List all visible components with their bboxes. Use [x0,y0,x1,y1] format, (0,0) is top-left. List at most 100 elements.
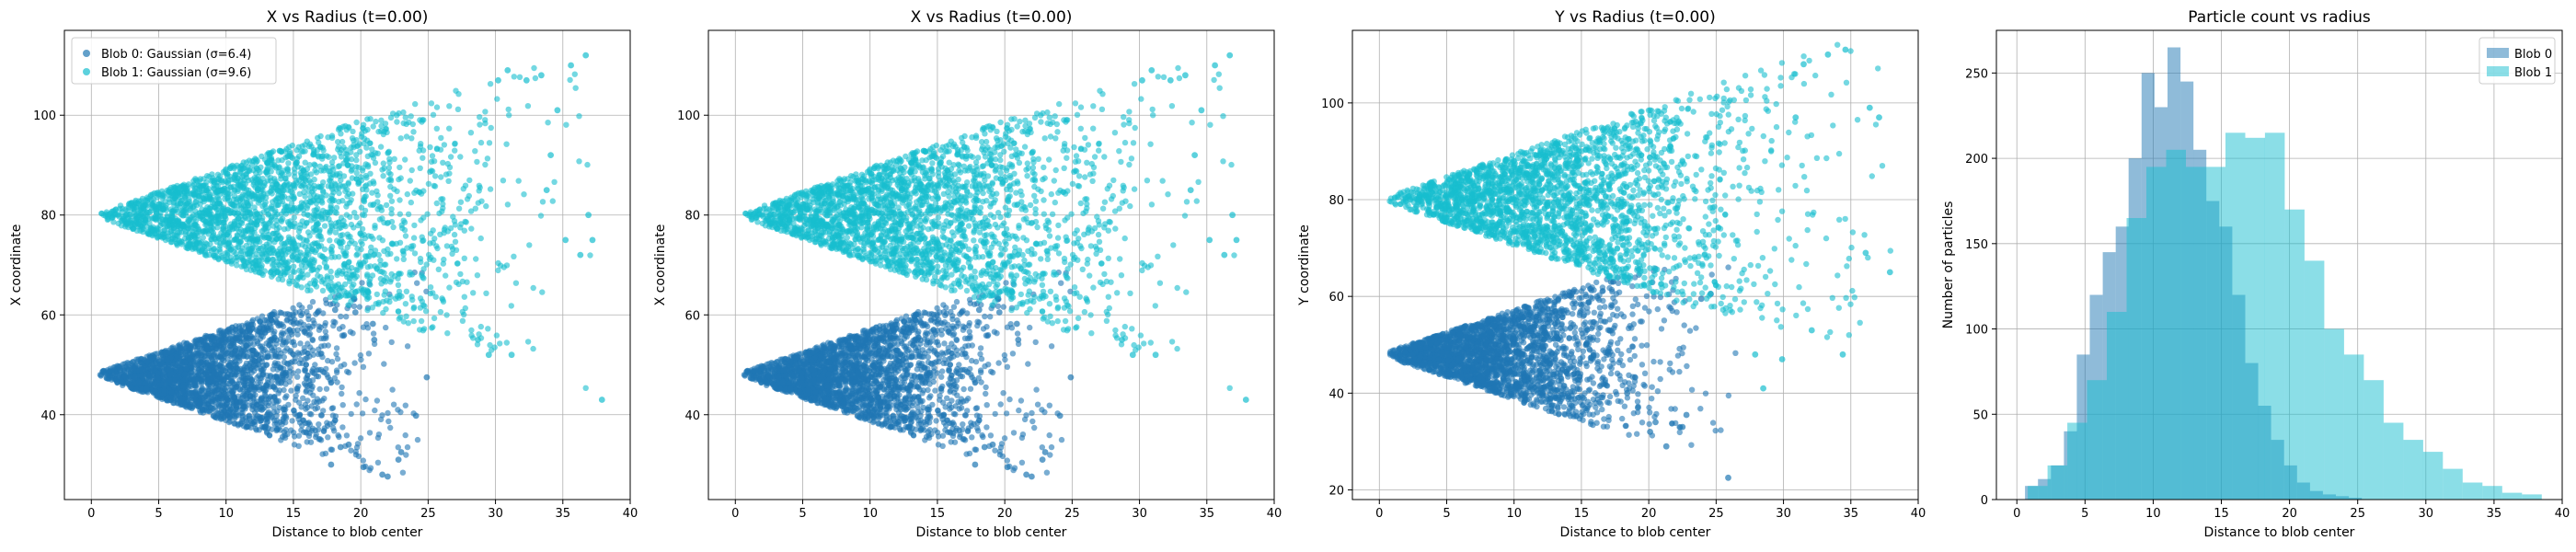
scatter-point [242,399,248,406]
scatter-point [305,212,311,218]
scatter-point [392,295,399,302]
scatter-point [367,282,374,288]
scatter-point [141,206,147,213]
scatter-point [248,318,256,325]
scatter-point [325,374,331,381]
scatter-point [124,221,131,227]
scatter-point [359,410,366,417]
scatter-point [291,269,298,275]
scatter-point [341,183,349,190]
scatter-point [336,433,342,441]
scatter-point [191,382,198,388]
scatter-point [234,334,241,341]
scatter-point [228,341,235,349]
scatter-point [228,260,236,267]
scatter-point [322,319,328,327]
scatter-point [308,411,315,418]
scatter-point [302,367,308,374]
scatter-point [515,178,522,184]
scatter-point [285,171,292,178]
scatter-point [305,350,311,357]
scatter-point [374,265,380,271]
scatter-point [216,246,223,252]
scatter-point [333,210,339,216]
scatter-point [257,168,263,176]
scatter-point [397,211,403,217]
scatter-point [416,147,422,154]
scatter-point [309,298,316,305]
y-tick-label: 40 [40,409,56,423]
scatter-point [155,394,161,400]
scatter-point [304,383,311,390]
scatter-point [268,338,274,344]
scatter-point [268,203,275,210]
scatter-point [477,323,484,330]
scatter-point [222,178,229,184]
scatter-point [266,431,272,439]
scatter-point [399,247,406,254]
scatter-point [268,345,275,351]
scatter-point [317,412,325,419]
scatter-point [183,348,190,355]
scatter-point [333,171,340,178]
scatter-point [243,332,249,339]
scatter-point [317,193,324,201]
scatter-point [452,238,459,245]
scatter-point [328,379,335,385]
scatter-point [248,376,256,383]
scatter-point [298,284,305,291]
scatter-point-outlier [345,441,352,448]
scatter-point [470,290,477,296]
scatter-point [288,273,294,281]
scatter-point [273,313,281,319]
scatter-point [450,213,456,220]
scatter-point [289,418,295,424]
scatter-point [352,288,359,295]
scatter-point [298,262,305,269]
scatter-point [443,272,449,279]
scatter-point [435,266,442,272]
scatter-point [417,295,424,302]
chart-title: X vs Radius (t=0.00) [267,8,429,27]
scatter-point [265,224,271,231]
scatter-point [331,155,338,161]
scatter-point [293,246,299,253]
scatter-point [273,399,280,406]
scatter-point [305,316,312,323]
scatter-point-outlier [385,473,391,480]
scatter-point [317,243,325,249]
scatter-point [328,134,336,141]
scatter-point [418,317,425,325]
scatter-point [463,219,469,225]
scatter-point [125,201,132,208]
scatter-point [256,258,262,264]
scatter-points [97,52,605,480]
scatter-point [402,402,408,408]
scatter-point [284,328,291,335]
scatter-point [271,249,278,257]
scatter-point [337,293,343,300]
scatter-point [360,125,366,132]
scatter-point [296,302,303,308]
scatter-point [353,401,360,408]
scatter-point [202,227,210,234]
scatter-point [161,234,167,240]
scatter-point [410,317,417,325]
scatter-point [237,169,244,176]
scatter-point [246,415,253,422]
scatter-point [271,163,279,169]
scatter-point [387,250,394,257]
scatter-point [331,197,338,203]
scatter-point [310,151,317,157]
scatter-point [374,459,382,466]
scatter-point [422,308,430,315]
scatter-point [278,216,284,224]
scatter-point [286,311,293,318]
scatter-point [370,236,376,242]
scatter-point [437,308,444,316]
scatter-point [336,268,342,274]
scatter-point [262,423,269,430]
scatter-point [304,282,311,290]
